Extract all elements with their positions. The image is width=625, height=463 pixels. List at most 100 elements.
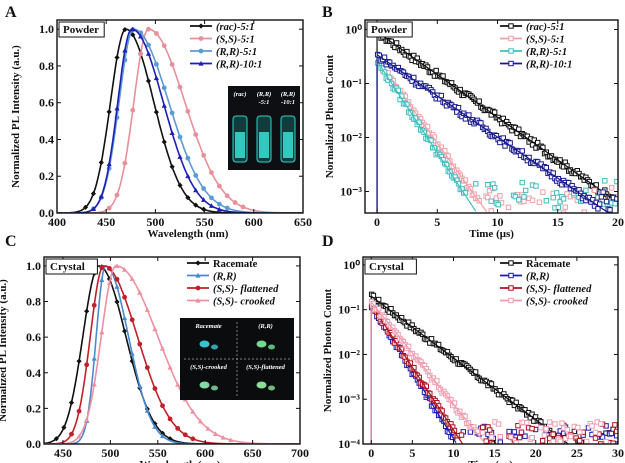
panel-letter: C: [5, 233, 17, 250]
data-point: [609, 185, 615, 191]
data-point: [138, 33, 144, 39]
data-point: [167, 416, 173, 422]
data-point: [76, 358, 82, 364]
data-point: [209, 195, 214, 201]
fit-line: [370, 295, 569, 444]
data-point: [99, 329, 105, 335]
data-point: [603, 198, 610, 205]
legend-marker: [198, 48, 204, 54]
data-point: [571, 428, 578, 435]
data-point: [598, 194, 605, 200]
data-point: [552, 421, 558, 427]
data-point: [522, 433, 528, 439]
data-point: [152, 421, 158, 427]
data-point: [581, 209, 587, 213]
data-point: [185, 195, 191, 201]
legend-marker: [508, 285, 514, 291]
x-tick-label: 400: [48, 215, 66, 229]
data-point: [129, 276, 135, 281]
data-point: [522, 187, 529, 194]
data-point: [175, 382, 181, 387]
data-point: [511, 429, 518, 435]
data-point: [228, 437, 234, 443]
legend-marker: [508, 35, 514, 42]
legend-entry: Racemate: [526, 259, 571, 270]
legend-entry: (R,R)-10:1: [526, 60, 572, 71]
x-tick-label: 600: [196, 446, 214, 460]
data-point: [213, 431, 219, 436]
data-point: [487, 427, 493, 433]
x-tick-label: 650: [244, 446, 262, 460]
data-point: [550, 195, 556, 201]
data-point: [516, 197, 522, 203]
data-point: [91, 381, 97, 387]
data-point: [152, 424, 158, 429]
data-point: [467, 429, 474, 435]
x-axis-label: Time (μs): [468, 459, 513, 463]
data-point: [485, 194, 491, 201]
inset-label: -10:1: [281, 99, 295, 106]
data-point: [205, 425, 211, 431]
fit-line: [376, 60, 477, 212]
data-point: [177, 84, 183, 90]
data-point: [185, 173, 191, 179]
data-point: [216, 201, 222, 207]
y-axis-label: Normalized PL Intensity (a.u.): [10, 45, 22, 188]
data-point: [146, 26, 151, 32]
x-tick-label: 550: [196, 215, 214, 229]
axes-frame: [56, 19, 304, 214]
data-point: [161, 103, 167, 108]
crystal-image: [256, 381, 267, 389]
y-tick-label: 0.4: [26, 366, 41, 380]
data-point: [599, 434, 606, 440]
x-tick-label: 650: [294, 215, 312, 229]
legend-entry: (R,R)-10:1: [216, 60, 262, 71]
photo-inset: Racemate (R,R) (S,S)-crooked (S,S)-flattene…: [180, 318, 294, 400]
data-point: [495, 201, 501, 208]
data-point: [476, 98, 482, 104]
data-point: [508, 434, 514, 440]
data-point: [583, 187, 589, 194]
data-point: [224, 193, 230, 199]
data-point: [169, 130, 175, 135]
data-point: [603, 438, 609, 444]
y-tick-label: 10⁰: [343, 258, 360, 272]
x-tick-label: 15: [489, 446, 501, 460]
data-layer: [374, 27, 618, 213]
data-point: [137, 290, 143, 295]
data-point: [122, 47, 128, 53]
series-0: [374, 27, 618, 213]
y-tick-label: 0.0: [26, 437, 41, 451]
data-point: [177, 154, 183, 159]
legend-entry: (R,R)-5:1: [526, 47, 567, 58]
data-point: [519, 179, 525, 186]
x-tick-label: 0: [368, 446, 374, 460]
panel-b: B 0 5 10 15 20 10⁰ 10⁻¹ 10⁻² 10⁻³ Time (μs) Normali…: [322, 4, 624, 240]
data-point: [519, 148, 525, 154]
data-point: [68, 400, 75, 406]
panel-d: D 0 5 10 15 20 25 30 10⁰ 10⁻¹ 10⁻² 10⁻³ 10⁻⁴ Time (μs…: [322, 233, 624, 463]
data-point: [576, 429, 583, 435]
data-point: [543, 426, 549, 432]
data-point: [107, 266, 112, 271]
panel-letter: A: [5, 4, 17, 21]
data-point: [190, 436, 196, 442]
legend-marker: [508, 48, 514, 54]
data-point: [114, 105, 120, 111]
y-tick-label: 0.4: [39, 132, 54, 146]
data-point: [533, 183, 539, 189]
data-point: [518, 429, 525, 435]
data-point: [576, 438, 583, 444]
data-point: [536, 199, 543, 205]
data-point: [497, 193, 503, 199]
data-point: [82, 204, 89, 210]
data-point: [610, 440, 616, 444]
data-point: [448, 397, 454, 403]
data-point: [175, 425, 181, 431]
inset-label: (S,S)-crooked: [190, 364, 227, 371]
x-tick-label: 5: [409, 446, 415, 460]
legend-entry: (R,R): [526, 272, 550, 283]
axes-frame: [364, 19, 619, 214]
legend-marker: [195, 285, 201, 291]
